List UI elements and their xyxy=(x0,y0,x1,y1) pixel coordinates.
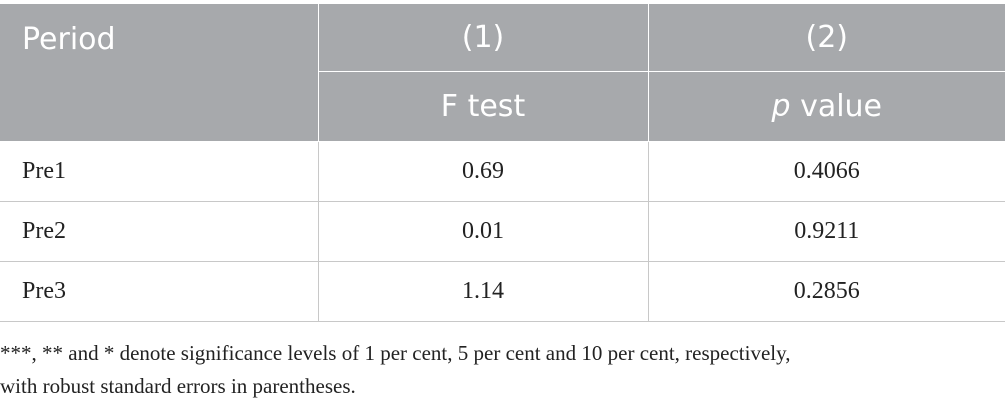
table-header: Period (1) (2) F test p value xyxy=(0,4,1005,142)
table-row: Pre2 0.01 0.9211 xyxy=(0,201,1005,262)
p-value-cell: 0.9211 xyxy=(648,201,1005,262)
period-cell: Pre3 xyxy=(0,261,319,322)
footnote-line-1: ***, ** and * denote significance levels… xyxy=(0,341,791,365)
header-row-labels: F test p value xyxy=(0,71,1005,142)
p-value-header: p value xyxy=(648,71,1005,142)
p-value-cell: 0.4066 xyxy=(648,141,1005,202)
p-value-header-rest: value xyxy=(790,89,883,124)
f-test-cell: 1.14 xyxy=(318,261,649,322)
results-table-container: Period (1) (2) F test p value Pre1 0.69 … xyxy=(0,4,1005,322)
footnote-line-2: with robust standard errors in parenthes… xyxy=(0,374,356,398)
f-test-header: F test xyxy=(318,71,649,142)
period-cell: Pre1 xyxy=(0,141,319,202)
table-row: Pre3 1.14 0.2856 xyxy=(0,261,1005,322)
p-value-cell: 0.2856 xyxy=(648,261,1005,322)
header-row-numbers: Period (1) (2) xyxy=(0,4,1005,142)
f-test-cell: 0.69 xyxy=(318,141,649,202)
f-test-cell: 0.01 xyxy=(318,201,649,262)
table-footnote: ***, ** and * denote significance levels… xyxy=(0,337,1005,403)
col2-number-header: (2) xyxy=(648,4,1005,72)
p-value-header-italic: p xyxy=(771,89,791,124)
col1-number-header: (1) xyxy=(318,4,649,72)
table-body: Pre1 0.69 0.4066 Pre2 0.01 0.9211 Pre3 1… xyxy=(0,141,1005,322)
period-header: Period xyxy=(0,4,319,142)
results-table: Period (1) (2) F test p value Pre1 0.69 … xyxy=(0,4,1005,322)
table-row: Pre1 0.69 0.4066 xyxy=(0,141,1005,202)
period-cell: Pre2 xyxy=(0,201,319,262)
